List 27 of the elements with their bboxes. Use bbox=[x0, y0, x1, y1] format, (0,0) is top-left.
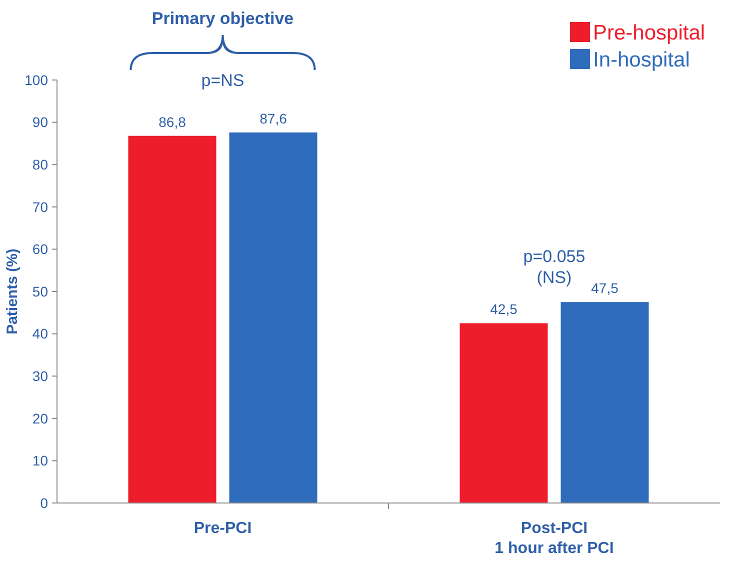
y-tick-label: 90 bbox=[32, 114, 48, 130]
data-label: 42,5 bbox=[490, 301, 518, 318]
bar bbox=[460, 323, 548, 503]
y-tick-label: 10 bbox=[32, 452, 48, 469]
data-label: 87,6 bbox=[260, 110, 288, 126]
y-tick-label: 60 bbox=[32, 241, 48, 258]
x-tick-label: Pre-PCI bbox=[194, 520, 252, 537]
legend-label: In-hospital bbox=[593, 48, 690, 72]
y-tick-label: 30 bbox=[32, 368, 48, 384]
data-label: 86,8 bbox=[158, 114, 186, 130]
annotation: p=0.055 (NS) bbox=[523, 247, 586, 287]
data-label: 47,5 bbox=[591, 280, 619, 296]
y-tick-label: 20 bbox=[32, 410, 48, 426]
legend-label: Pre-hospital bbox=[593, 21, 706, 44]
y-tick-label: 50 bbox=[32, 283, 48, 300]
y-tick-label: 0 bbox=[40, 494, 48, 511]
bar bbox=[560, 302, 649, 503]
text: Primary objective bbox=[152, 9, 294, 28]
y-tick-label: 40 bbox=[32, 326, 48, 342]
annotation: p=NS bbox=[201, 71, 244, 90]
y-tick-label: 100 bbox=[24, 72, 48, 88]
y-tick-label: 70 bbox=[32, 198, 48, 215]
y-axis-title: Patients (%) bbox=[4, 248, 21, 334]
bar bbox=[128, 136, 216, 503]
x-tick-label: Post-PCI 1 hour after PCI bbox=[494, 520, 614, 557]
bar bbox=[229, 132, 318, 503]
y-tick-label: 80 bbox=[32, 156, 48, 172]
